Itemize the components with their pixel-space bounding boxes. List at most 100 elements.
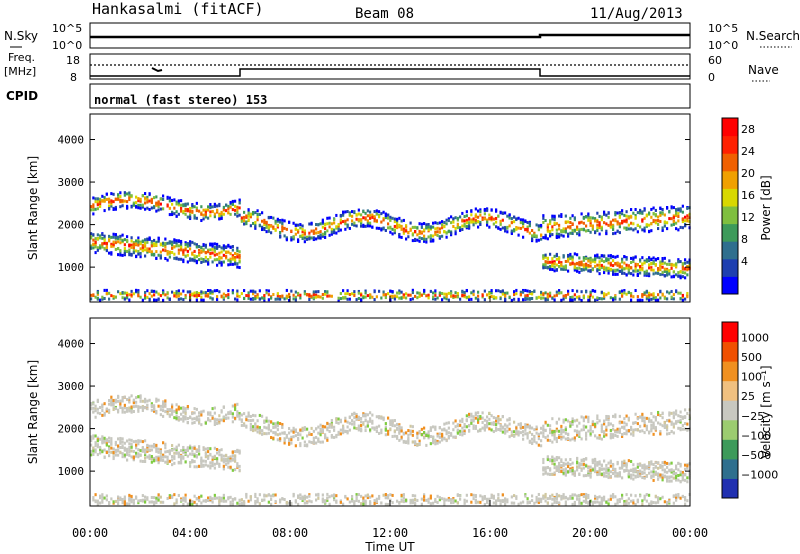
heatmap-cell [618,290,621,294]
heatmap-cell [459,432,462,436]
heatmap-cell [146,448,149,452]
heatmap-cell [542,496,545,500]
heatmap-cell [357,212,360,216]
heatmap-cell [353,290,356,294]
heatmap-cell [436,230,439,234]
heatmap-cell [607,258,610,262]
heatmap-cell [621,271,624,275]
heatmap-cell [175,291,178,295]
heatmap-cell [387,432,390,436]
heatmap-cell [371,413,374,417]
heatmap-cell [558,260,561,264]
heatmap-cell [522,500,525,504]
heatmap-cell [596,414,599,418]
heatmap-cell [387,292,390,296]
heatmap-cell [348,211,351,215]
heatmap-cell [438,435,441,439]
heatmap-cell [207,418,210,422]
heatmap-cell [456,501,459,505]
heatmap-cell [452,220,455,224]
heatmap-cell [312,429,315,433]
heatmap-cell [339,291,342,295]
heatmap-cell [281,221,284,225]
heatmap-cell [321,232,324,236]
heatmap-cell [429,289,432,293]
heatmap-cell [139,439,142,443]
heatmap-cell [146,444,149,448]
heatmap-cell [400,429,403,433]
heatmap-cell [294,290,297,294]
heatmap-cell [321,218,324,222]
heatmap-cell [393,419,396,423]
heatmap-cell [157,457,160,461]
heatmap-cell [603,221,606,225]
heatmap-cell [177,407,180,411]
heatmap-cell [375,425,378,429]
heatmap-cell [171,240,174,244]
heatmap-cell [492,295,495,299]
heatmap-cell [596,463,599,467]
heatmap-cell [625,214,628,218]
heatmap-cell [353,426,356,430]
heatmap-cell [587,493,590,497]
heatmap-cell [389,215,392,219]
heatmap-cell [90,232,93,236]
heatmap-cell [270,494,273,498]
heatmap-cell [598,226,601,230]
heatmap-cell [189,416,192,420]
heatmap-cell [578,499,581,503]
heatmap-cell [355,493,358,497]
heatmap-cell [90,235,93,239]
heatmap-cell [546,225,549,229]
heatmap-cell [384,425,387,429]
heatmap-cell [137,455,140,459]
heatmap-cell [141,446,144,450]
heatmap-cell [132,501,135,505]
heatmap-cell [324,499,327,503]
heatmap-cell [189,242,192,246]
heatmap-cell [101,236,104,240]
heatmap-cell [501,415,504,419]
heatmap-cell [632,228,635,232]
heatmap-cell [299,234,302,238]
heatmap-cell [321,296,324,300]
heatmap-cell [139,203,142,207]
heatmap-cell [213,496,216,500]
heatmap-cell [177,443,180,447]
heatmap-cell [308,222,311,226]
heatmap-cell [128,248,131,252]
heatmap-cell [481,495,484,499]
heatmap-cell [591,461,594,465]
heatmap-cell [535,431,538,435]
heatmap-cell [184,203,187,207]
heatmap-cell [425,498,428,502]
heatmap-cell [342,210,345,214]
heatmap-cell [445,222,448,226]
heatmap-cell [612,218,615,222]
heatmap-cell [400,435,403,439]
heatmap-cell [544,499,547,503]
heatmap-cell [375,500,378,504]
heatmap-cell [308,494,311,498]
heatmap-cell [299,496,302,500]
heatmap-cell [146,197,149,201]
heatmap-cell [450,294,453,298]
heatmap-cell [591,420,594,424]
heatmap-cell [326,222,329,226]
heatmap-cell [236,294,239,298]
heatmap-cell [135,439,138,443]
heatmap-cell [216,289,219,293]
heatmap-cell [303,444,306,448]
colorbar-swatch [722,276,738,295]
heatmap-cell [378,416,381,420]
heatmap-cell [623,271,626,275]
heatmap-cell [407,293,410,297]
heatmap-cell [222,496,225,500]
heatmap-cell [684,258,687,262]
heatmap-cell [605,293,608,297]
heatmap-cell [589,261,592,265]
heatmap-cell [184,243,187,247]
heatmap-cell [598,260,601,264]
heatmap-cell [560,470,563,474]
heatmap-cell [375,226,378,230]
